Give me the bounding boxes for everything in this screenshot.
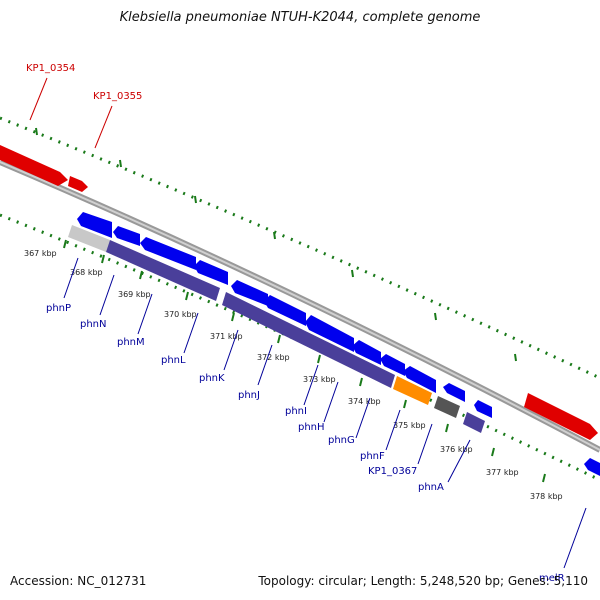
- kbp-label: 373 kbp: [303, 375, 336, 384]
- kbp-label: 370 kbp: [164, 310, 197, 319]
- accession-text: Accession: NC_012731: [10, 574, 147, 588]
- kbp-label: 374 kbp: [348, 397, 381, 406]
- gene-label-phnL: phnL: [161, 355, 186, 366]
- kbp-label: 376 kbp: [440, 445, 473, 454]
- kbp-label: 371 kbp: [210, 332, 243, 341]
- orf-orange: [393, 376, 432, 405]
- gene-label-phnI: phnI: [285, 406, 307, 417]
- outer-gene-labels: [29, 77, 113, 149]
- orf-grey: [68, 225, 110, 252]
- orf-bar-3: [463, 412, 485, 433]
- inner-gene-leaders: [63, 257, 587, 569]
- orf-dark-grey: [434, 396, 460, 418]
- kbp-label: 372 kbp: [257, 353, 290, 362]
- inner-major-ticks: [63, 239, 546, 483]
- gene-label-phnN: phnN: [80, 319, 107, 330]
- kbp-label: 369 kbp: [118, 290, 151, 299]
- gene-phnL-cds: [194, 260, 228, 285]
- gene-KP1_0355: [68, 176, 88, 192]
- gene-label-phnF: phnF: [360, 451, 385, 462]
- orf-bars: [68, 225, 485, 433]
- gene-phnF-cds: [403, 366, 436, 393]
- gene-label-phnK: phnK: [199, 373, 225, 384]
- kbp-label: 368 kbp: [70, 268, 103, 277]
- gene-phnG-cds: [380, 354, 405, 376]
- kbp-label: 375 kbp: [393, 421, 426, 430]
- gene-phnP-cds: [77, 212, 112, 238]
- gene-phnH-cds: [352, 340, 381, 365]
- kbp-label: 378 kbp: [530, 492, 563, 501]
- inner-gene-labels: phnP phnN phnM phnL phnK phnJ phnI phnH …: [46, 303, 565, 584]
- gene-phnA-cds: [474, 400, 492, 418]
- scale-labels: 367 kbp 368 kbp 369 kbp 370 kbp 371 kbp …: [24, 249, 563, 501]
- genome-info-text: Topology: circular; Length: 5,248,520 bp…: [258, 574, 588, 588]
- gene-label-phnA: phnA: [418, 482, 444, 493]
- gene-phnM-cds: [140, 237, 196, 270]
- kbp-label: 367 kbp: [24, 249, 57, 258]
- forward-strand-genes: [0, 145, 598, 440]
- gene-right-red: [524, 393, 598, 440]
- gene-phnN-cds: [113, 226, 140, 246]
- gene-label-phnJ: phnJ: [238, 390, 260, 401]
- gene-label-melR: melR: [539, 573, 565, 584]
- gene-label-phnP: phnP: [46, 303, 71, 314]
- outer-major-ticks: [35, 127, 517, 362]
- gene-label-phnG: phnG: [328, 435, 355, 446]
- gene-melR-cds: [584, 458, 600, 476]
- gene-KP1_0367-cds: [443, 383, 465, 402]
- gene-KP1_0354: [0, 145, 68, 186]
- gene-phnK-cds: [231, 280, 268, 306]
- gene-label-KP1_0354: KP1_0354: [26, 63, 75, 74]
- map-title: Klebsiella pneumoniae NTUH-K2044, comple…: [119, 10, 481, 25]
- gene-label-KP1_0367: KP1_0367: [368, 466, 417, 477]
- gene-label-phnM: phnM: [117, 337, 145, 348]
- orf-bar-1: [106, 240, 220, 301]
- gene-phnJ-cds: [264, 295, 306, 326]
- inner-tick-ring: [0, 213, 600, 482]
- orf-bar-2: [222, 292, 395, 388]
- gene-label-KP1_0355: KP1_0355: [93, 91, 142, 102]
- kbp-label: 377 kbp: [486, 468, 519, 477]
- outer-tick-ring: [0, 116, 600, 380]
- reverse-strand-genes: [77, 212, 600, 476]
- gene-phnI-cds: [305, 315, 354, 352]
- gene-label-phnH: phnH: [298, 422, 325, 433]
